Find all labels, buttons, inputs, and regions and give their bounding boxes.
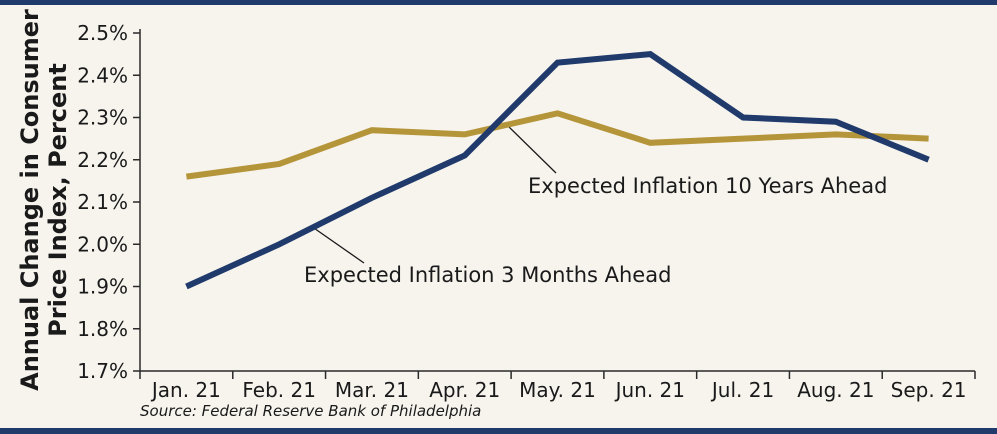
series-line-3-months-ahead bbox=[185, 51, 930, 290]
x-tick-label: Jul. 21 bbox=[710, 378, 774, 402]
x-tick-label: Feb. 21 bbox=[242, 378, 316, 402]
series-label-3-months-ahead: Expected Inflation 3 Months Ahead bbox=[304, 263, 671, 287]
leader-line-3-months bbox=[310, 225, 365, 264]
bottom-border bbox=[0, 428, 997, 434]
x-tick-label: Mar. 21 bbox=[335, 378, 409, 402]
x-axis: Jan. 21 Feb. 21 Mar. 21 Apr. 21 May. 21 Jun. … bbox=[139, 371, 976, 402]
y-tick-label: 2.5% bbox=[77, 21, 128, 45]
annotation-leaders bbox=[310, 124, 557, 264]
series-group bbox=[185, 51, 930, 290]
y-axis-title-line-2: Price Index, Percent bbox=[44, 63, 72, 337]
x-tick-label: May. 21 bbox=[519, 378, 596, 402]
leader-line-10-years bbox=[506, 124, 557, 174]
top-border bbox=[0, 0, 997, 5]
x-tick-label: Jan. 21 bbox=[150, 378, 221, 402]
x-tick-label: Apr. 21 bbox=[429, 378, 500, 402]
source-note: Source: Federal Reserve Bank of Philadel… bbox=[140, 402, 481, 420]
x-tick-label: Jun. 21 bbox=[614, 378, 685, 402]
series-label-10-years-ahead: Expected Inflation 10 Years Ahead bbox=[528, 174, 887, 198]
y-axis-title-line-1: Annual Change in Consumer bbox=[16, 9, 44, 391]
series-line-10-years-ahead bbox=[185, 110, 929, 180]
y-tick-label: 1.9% bbox=[77, 275, 128, 299]
y-tick-label: 1.8% bbox=[77, 317, 128, 341]
y-axis: 1.7% 1.8% 1.9% 2.0% 2.1% 2.2% 2.3% 2.4% 2.5% bbox=[77, 21, 140, 383]
y-tick-label: 2.2% bbox=[77, 148, 128, 172]
x-tick-label: Aug. 21 bbox=[797, 378, 874, 402]
x-tick-label: Sep. 21 bbox=[891, 378, 967, 402]
y-tick-label: 1.7% bbox=[77, 359, 128, 383]
y-tick-label: 2.4% bbox=[77, 63, 128, 87]
y-tick-label: 2.1% bbox=[77, 190, 128, 214]
y-tick-label: 2.3% bbox=[77, 106, 128, 130]
y-tick-label: 2.0% bbox=[77, 232, 128, 256]
